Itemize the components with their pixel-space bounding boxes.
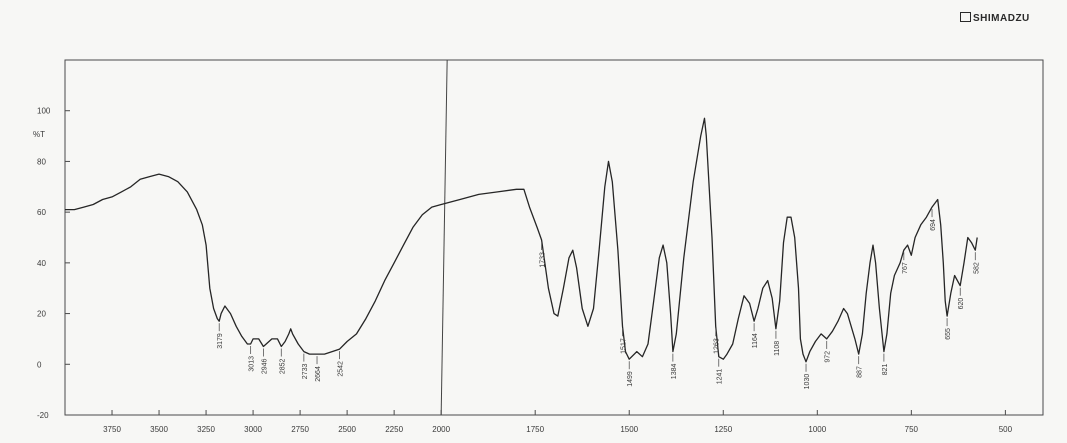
brand-logo: SHIMADZU xyxy=(960,12,1030,24)
x-tick-label: 3000 xyxy=(244,425,262,434)
x-tick-label: 1000 xyxy=(808,425,826,434)
x-tick-label: 500 xyxy=(999,425,1013,434)
y-tick-label: 100 xyxy=(37,107,51,116)
x-tick-label: 3250 xyxy=(197,425,215,434)
peak-label: 1733 xyxy=(540,242,547,268)
peak-label: 1517 xyxy=(620,328,627,354)
y-tick-label: 80 xyxy=(37,157,46,166)
peak-label: 821 xyxy=(882,353,889,376)
peak-label-text: 1499 xyxy=(627,371,634,387)
chart-frame xyxy=(64,59,1044,416)
peak-label-text: 767 xyxy=(902,262,909,274)
peak-label-text: 694 xyxy=(930,219,937,231)
peak-label-text: 582 xyxy=(973,262,980,274)
peak-label-text: 1263 xyxy=(714,338,721,354)
x-tick-label: 2250 xyxy=(385,425,403,434)
peak-label-text: 1108 xyxy=(774,341,781,356)
peak-label-text: 1164 xyxy=(752,333,759,348)
peak-label: 2946 xyxy=(261,348,268,374)
peak-label-text: 1517 xyxy=(620,338,627,354)
x-axis: 3750 3500 3250 3000 2750 2500 2250 2000 1750 1500… xyxy=(103,410,1013,434)
peak-label-text: 2946 xyxy=(261,358,268,374)
peak-label-text: 3179 xyxy=(217,333,224,349)
peak-label-text: 821 xyxy=(882,364,889,376)
peak-label-text: 2664 xyxy=(315,366,322,382)
peak-label-text: 655 xyxy=(945,328,952,340)
spectrum-line xyxy=(65,117,978,363)
peak-label: 1030 xyxy=(804,363,811,390)
x-tick-label: 2750 xyxy=(291,425,309,434)
x-tick-label: 2500 xyxy=(338,425,356,434)
y-tick-label: 0 xyxy=(37,360,42,369)
peak-label: 1164 xyxy=(752,323,759,348)
peak-label: 694 xyxy=(930,209,937,231)
peak-label-text: 2852 xyxy=(279,358,286,374)
peak-label-text: 1733 xyxy=(540,252,547,268)
x-tick-label: 3750 xyxy=(103,425,121,434)
x-tick-label: 750 xyxy=(905,425,919,434)
x-tick-label: 1500 xyxy=(620,425,638,434)
peak-label-text: 972 xyxy=(825,351,832,363)
peak-label: 2733 xyxy=(302,353,309,380)
peak-label: 1241 xyxy=(717,358,724,385)
peak-label: 3013 xyxy=(249,346,256,372)
peak-label-text: 620 xyxy=(958,298,965,310)
peak-label: 767 xyxy=(902,252,909,274)
y-tick-label: 20 xyxy=(37,310,46,319)
y-tick-label: 40 xyxy=(37,259,46,268)
peak-label-text: 3013 xyxy=(249,356,256,372)
x-tick-label: 2000 xyxy=(432,425,450,434)
peak-label-text: 887 xyxy=(857,366,864,378)
peak-label: 972 xyxy=(825,340,832,363)
peak-label-text: 2733 xyxy=(302,364,309,380)
peak-labels: 3179 3013 2946 2852 2733 2664 2542 1733 1517 1499… xyxy=(217,209,980,389)
y-axis-label: %T xyxy=(33,130,45,139)
peak-label-text: 1384 xyxy=(671,364,678,380)
x-tick-label: 1750 xyxy=(526,425,544,434)
peak-label: 1384 xyxy=(671,353,678,380)
logo-mark-icon xyxy=(960,12,971,22)
y-tick-label: -20 xyxy=(37,411,49,420)
peak-label-text: 1030 xyxy=(804,374,811,390)
plot-border xyxy=(64,59,1044,416)
peak-label: 2664 xyxy=(315,356,322,382)
peak-label: 1108 xyxy=(774,330,781,356)
y-tick-label: 60 xyxy=(37,208,46,217)
peak-label: 2852 xyxy=(279,348,286,374)
peak-label: 1263 xyxy=(714,328,721,354)
peak-label-text: 2542 xyxy=(338,361,345,377)
x-tick-label: 1250 xyxy=(714,425,732,434)
axis-break-line xyxy=(440,59,448,416)
peak-label: 2542 xyxy=(338,351,345,377)
brand-name: SHIMADZU xyxy=(973,13,1030,24)
peak-label: 3179 xyxy=(217,323,224,349)
peak-label: 887 xyxy=(857,356,864,378)
peak-label: 1499 xyxy=(627,361,634,387)
peak-label: 620 xyxy=(958,287,965,310)
peak-label: 582 xyxy=(973,252,980,274)
y-axis: -20 0 20 40 60 80 100 xyxy=(37,107,70,420)
peak-label: 655 xyxy=(945,318,952,340)
peak-label-text: 1241 xyxy=(717,369,724,385)
x-tick-label: 3500 xyxy=(150,425,168,434)
